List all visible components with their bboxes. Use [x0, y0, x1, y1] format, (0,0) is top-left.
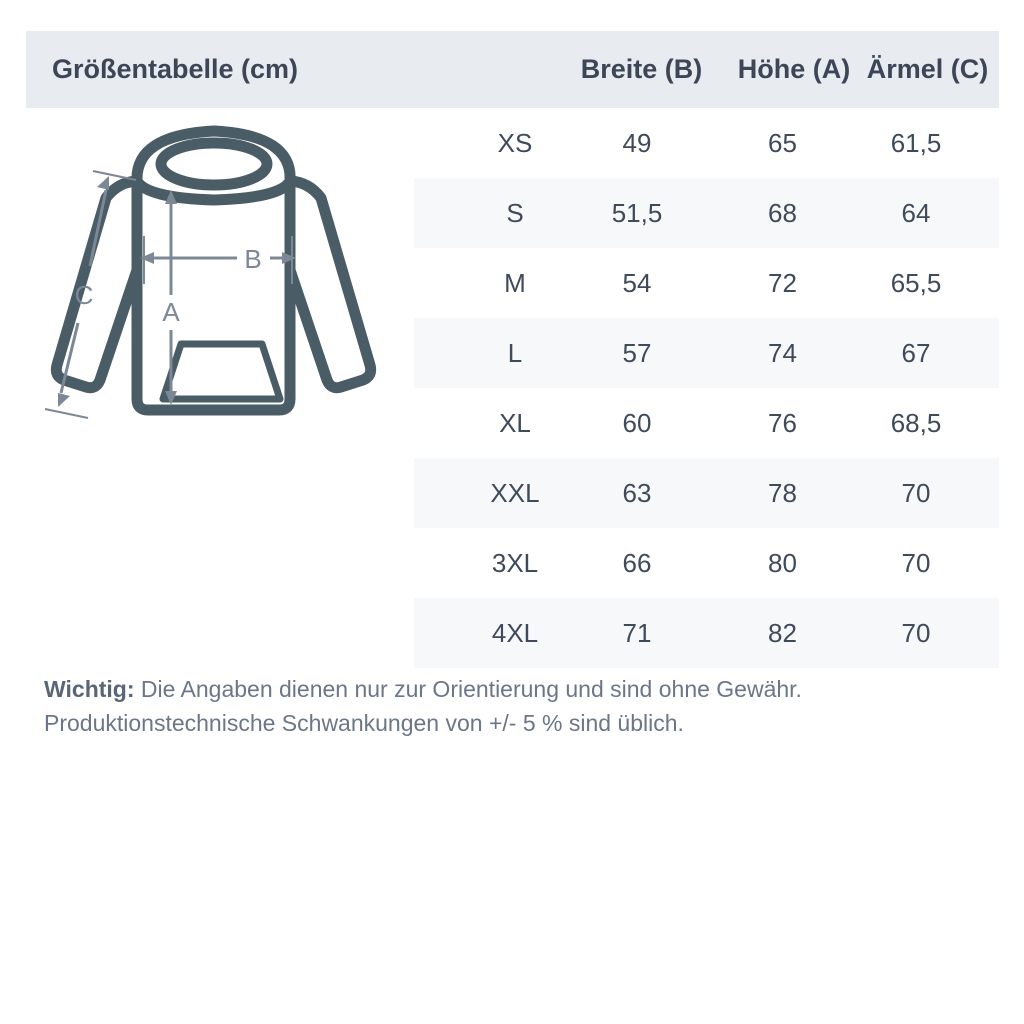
size-table: XS 49 65 61,5 S 51,5 68 64 M 54 72 65,5 …	[414, 108, 999, 668]
cell-hoehe: 74	[768, 338, 797, 368]
dimension-label-height: A	[162, 297, 180, 327]
cell-breite: 51,5	[611, 198, 663, 228]
table-row: L 57 74 67	[414, 318, 999, 388]
cell-breite: 71	[622, 618, 652, 648]
cell-hoehe: 76	[768, 408, 797, 438]
cell-breite: 57	[622, 338, 652, 368]
page-title: Größentabelle (cm)	[52, 54, 299, 84]
table-row: XXL 63 78 70	[414, 458, 999, 528]
cell-size: M	[504, 268, 526, 298]
cell-size: 4XL	[491, 618, 539, 648]
cell-aermel: 61,5	[890, 128, 942, 158]
disclaimer-text-1: Die Angaben dienen nur zur Orientierung …	[134, 676, 802, 702]
cell-size: 3XL	[491, 548, 539, 578]
hoodie-hood-outer	[131, 125, 296, 206]
cell-aermel: 68,5	[890, 408, 942, 438]
column-header-breite: Breite (B)	[580, 54, 703, 84]
dimension-label-sleeve: C	[75, 280, 94, 310]
dimension-line-width	[140, 236, 296, 284]
hoodie-left-sleeve	[50, 175, 143, 394]
dimension-label-width: B	[244, 244, 261, 274]
cell-breite: 66	[622, 548, 652, 578]
cell-hoehe: 72	[768, 268, 797, 298]
cell-breite: 60	[622, 408, 652, 438]
arrowhead-down-icon	[165, 391, 177, 405]
table-row: M 54 72 65,5	[414, 248, 999, 318]
table-row: S 51,5 68 64	[414, 178, 999, 248]
hoodie-illustration: B A C	[34, 118, 406, 458]
column-header-aermel: Ärmel (C)	[866, 54, 989, 84]
cell-size: XL	[499, 408, 531, 438]
cell-aermel: 70	[901, 548, 931, 578]
column-header-hoehe: Höhe (A)	[737, 54, 851, 84]
cell-hoehe: 80	[768, 548, 797, 578]
cell-hoehe: 65	[768, 128, 797, 158]
cell-breite: 54	[622, 268, 652, 298]
cell-hoehe: 78	[768, 478, 797, 508]
table-row: XL 60 76 68,5	[414, 388, 999, 458]
table-row: 3XL 66 80 70	[414, 528, 999, 598]
dimension-line-sleeve	[44, 170, 137, 419]
arrowhead-right-icon	[282, 252, 296, 264]
table-row: XS 49 65 61,5	[414, 108, 999, 178]
cell-size: XS	[497, 128, 533, 158]
cell-aermel: 70	[901, 478, 931, 508]
arrowhead-down-left-icon	[58, 393, 70, 407]
disclaimer-label: Wichtig:	[44, 676, 135, 702]
hoodie-icon	[50, 125, 377, 416]
hoodie-hood-opening	[155, 137, 273, 191]
cell-aermel: 64	[901, 198, 931, 228]
cell-hoehe: 68	[768, 198, 797, 228]
disclaimer-line-1: Wichtig: Die Angaben dienen nur zur Orie…	[44, 672, 994, 706]
dimension-line-height	[165, 190, 177, 405]
cell-breite: 49	[622, 128, 652, 158]
arrowhead-up-icon	[165, 190, 177, 204]
arrowhead-up-left-icon	[97, 176, 109, 190]
hoodie-body-outline	[131, 175, 296, 416]
cell-hoehe: 82	[768, 618, 797, 648]
cell-size: S	[506, 198, 524, 228]
table-row: 4XL 71 82 70	[414, 598, 999, 668]
cell-size: L	[507, 338, 523, 368]
cell-aermel: 65,5	[890, 268, 942, 298]
arrowhead-left-icon	[140, 252, 154, 264]
disclaimer-line-2: Produktionstechnische Schwankungen von +…	[44, 710, 684, 736]
hoodie-right-sleeve	[284, 175, 377, 394]
cell-breite: 63	[622, 478, 652, 508]
disclaimer-note: Wichtig: Die Angaben dienen nur zur Orie…	[44, 672, 994, 740]
hoodie-pocket	[159, 340, 284, 403]
table-header-band: Größentabelle (cm) Breite (B) Höhe (A) Ä…	[26, 31, 999, 108]
cell-aermel: 67	[901, 338, 931, 368]
cell-aermel: 70	[901, 618, 931, 648]
cell-size: XXL	[490, 478, 540, 508]
